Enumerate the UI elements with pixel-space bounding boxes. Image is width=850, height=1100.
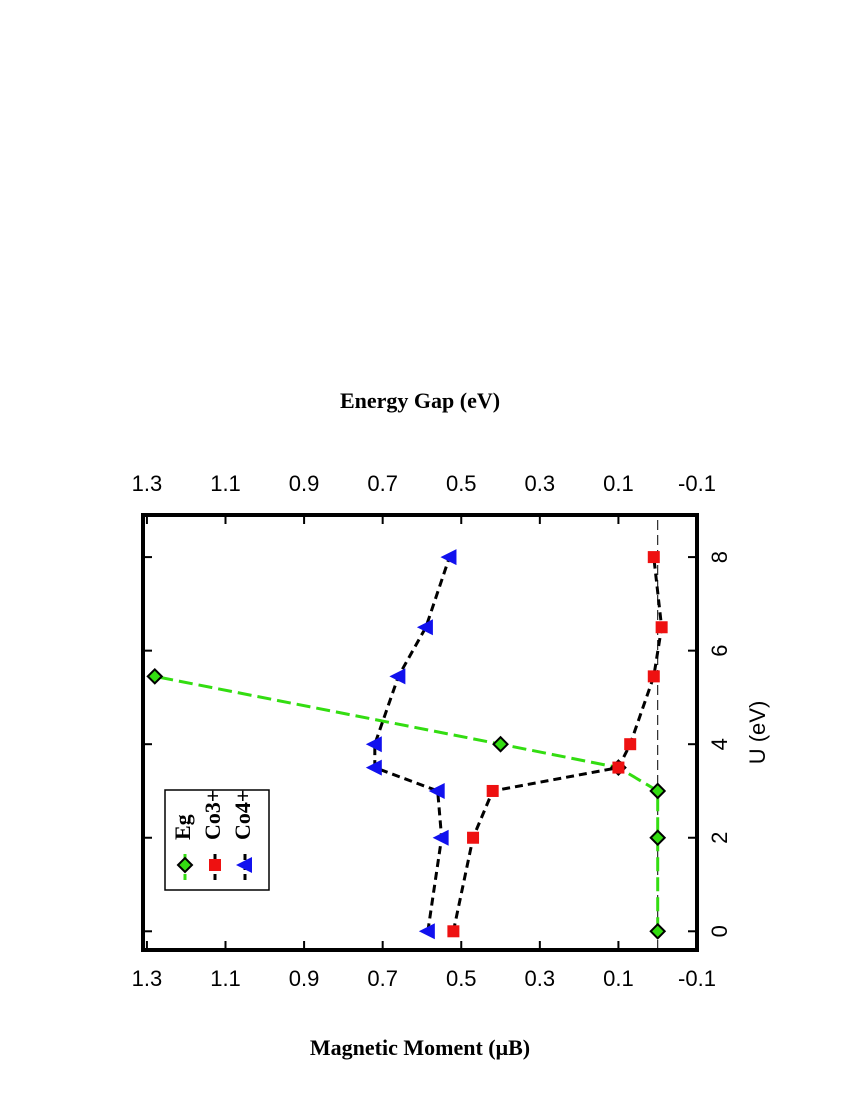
y-axis-title: Magnetic Moment (μB) xyxy=(310,1035,530,1060)
y-tick-label: 0.1 xyxy=(603,966,634,991)
legend-label: Co3+ xyxy=(200,790,225,840)
point xyxy=(649,922,667,940)
point xyxy=(416,619,433,636)
y-tick-label: 0.3 xyxy=(525,966,556,991)
y2-tick-label: 1.1 xyxy=(210,471,241,496)
x-tick-label: 4 xyxy=(707,738,732,750)
y2-tick-label: -0.1 xyxy=(678,471,716,496)
x-tick-label: 2 xyxy=(707,832,732,844)
y2-tick-label: 0.9 xyxy=(289,471,320,496)
y-tick-label: 0.7 xyxy=(367,966,398,991)
x-tick-label: 0 xyxy=(707,925,732,937)
x-tick-label: 8 xyxy=(707,551,732,563)
y2-tick-label: 0.7 xyxy=(367,471,398,496)
point xyxy=(492,735,509,753)
point xyxy=(655,621,668,634)
legend-marker xyxy=(209,859,221,871)
y2-tick-label: 0.5 xyxy=(446,471,477,496)
point xyxy=(649,829,667,847)
legend-marker xyxy=(176,856,194,874)
point xyxy=(624,738,637,751)
point xyxy=(467,831,480,844)
y2-tick-label: 1.3 xyxy=(132,471,163,496)
point xyxy=(418,923,435,940)
point xyxy=(649,782,667,800)
rotated-plot: -0.1 0.1 0.3 0.5 0.7 0.9 1.1 1.3 -0.1 0.1 0.3 0.5 0.… xyxy=(132,388,770,1060)
series-line xyxy=(373,556,451,932)
point xyxy=(440,549,457,566)
y2-tick-label: 0.3 xyxy=(525,471,556,496)
point xyxy=(389,668,406,685)
plot-frame xyxy=(141,513,699,952)
y-tick-label: 1.1 xyxy=(210,966,241,991)
y-tick-label: 0.9 xyxy=(289,966,320,991)
x-axis-title: U (eV) xyxy=(745,701,770,765)
point xyxy=(612,761,625,774)
series-line xyxy=(154,674,660,932)
x-tick-label: 6 xyxy=(707,645,732,657)
legend-label: Eg xyxy=(170,814,195,840)
point xyxy=(365,759,382,776)
series-line xyxy=(451,556,664,932)
y2-axis-title: Energy Gap (eV) xyxy=(340,388,500,413)
y-tick-label: 0.5 xyxy=(446,966,477,991)
point xyxy=(486,784,499,797)
legend-label: Co4+ xyxy=(230,790,255,840)
point xyxy=(428,782,445,799)
point xyxy=(647,670,660,683)
point xyxy=(432,829,449,846)
legend-box xyxy=(164,789,270,891)
y-tick-label: -0.1 xyxy=(678,966,716,991)
point xyxy=(146,667,164,685)
y2-tick-label: 0.1 xyxy=(603,471,634,496)
legend-marker xyxy=(236,857,252,873)
y-tick-label: 1.3 xyxy=(132,966,163,991)
point xyxy=(365,736,382,753)
point xyxy=(647,551,660,564)
point xyxy=(447,925,460,938)
